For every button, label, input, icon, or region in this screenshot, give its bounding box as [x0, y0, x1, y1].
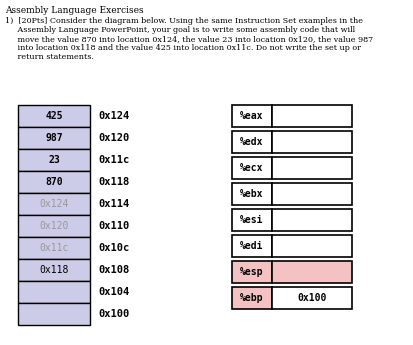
Text: 0x118: 0x118	[98, 177, 129, 187]
Text: %esp: %esp	[240, 267, 263, 277]
Bar	[271, 105, 351, 127]
Text: 870: 870	[45, 177, 63, 187]
Text: 987: 987	[45, 133, 63, 143]
Bar	[271, 235, 351, 257]
Text: 0x100: 0x100	[297, 293, 326, 303]
Text: %edx: %edx	[240, 137, 263, 147]
Text: 0x104: 0x104	[98, 287, 129, 297]
Bar	[18, 303, 90, 325]
Text: 0x114: 0x114	[98, 199, 129, 209]
Bar	[18, 127, 90, 149]
Bar	[231, 287, 271, 309]
Text: 0x108: 0x108	[98, 265, 129, 275]
Bar	[18, 237, 90, 259]
Text: return statements.: return statements.	[5, 53, 94, 61]
Text: 0x110: 0x110	[98, 221, 129, 231]
Text: 425: 425	[45, 111, 63, 121]
Text: move the value 870 into location 0x124, the value 23 into location 0x120, the va: move the value 870 into location 0x124, …	[5, 35, 372, 43]
Text: 0x120: 0x120	[98, 133, 129, 143]
Bar	[271, 209, 351, 231]
Text: %ebx: %ebx	[240, 189, 263, 199]
Text: into location 0x118 and the value 425 into location 0x11c. Do not write the set : into location 0x118 and the value 425 in…	[5, 44, 360, 52]
Text: %edi: %edi	[240, 241, 263, 251]
Text: 1)  [20Pts] Consider the diagram below. Using the same Instruction Set examples : 1) [20Pts] Consider the diagram below. U…	[5, 17, 362, 25]
Text: 0x100: 0x100	[98, 309, 129, 319]
Bar	[231, 131, 271, 153]
Text: 0x124: 0x124	[39, 199, 69, 209]
Bar	[231, 183, 271, 205]
Bar	[231, 235, 271, 257]
Bar	[18, 193, 90, 215]
Text: 0x11c: 0x11c	[39, 243, 69, 253]
Bar	[231, 209, 271, 231]
Text: 0x10c: 0x10c	[98, 243, 129, 253]
Bar	[231, 105, 271, 127]
Bar	[18, 105, 90, 127]
Text: %esi: %esi	[240, 215, 263, 225]
Text: 0x120: 0x120	[39, 221, 69, 231]
Bar	[271, 131, 351, 153]
Bar	[18, 215, 90, 237]
Text: 0x11c: 0x11c	[98, 155, 129, 165]
Bar	[18, 281, 90, 303]
Text: %ecx: %ecx	[240, 163, 263, 173]
Text: Assembly Language PowerPoint, your goal is to write some assembly code that will: Assembly Language PowerPoint, your goal …	[5, 26, 354, 34]
Bar	[271, 157, 351, 179]
Bar	[18, 171, 90, 193]
Bar	[18, 259, 90, 281]
Text: Assembly Language Exercises: Assembly Language Exercises	[5, 6, 143, 15]
Bar	[18, 149, 90, 171]
Bar	[271, 287, 351, 309]
Text: %eax: %eax	[240, 111, 263, 121]
Text: 0x124: 0x124	[98, 111, 129, 121]
Text: 23: 23	[48, 155, 60, 165]
Bar	[231, 157, 271, 179]
Bar	[271, 261, 351, 283]
Text: 0x118: 0x118	[39, 265, 69, 275]
Bar	[271, 183, 351, 205]
Bar	[231, 261, 271, 283]
Text: %ebp: %ebp	[240, 293, 263, 303]
